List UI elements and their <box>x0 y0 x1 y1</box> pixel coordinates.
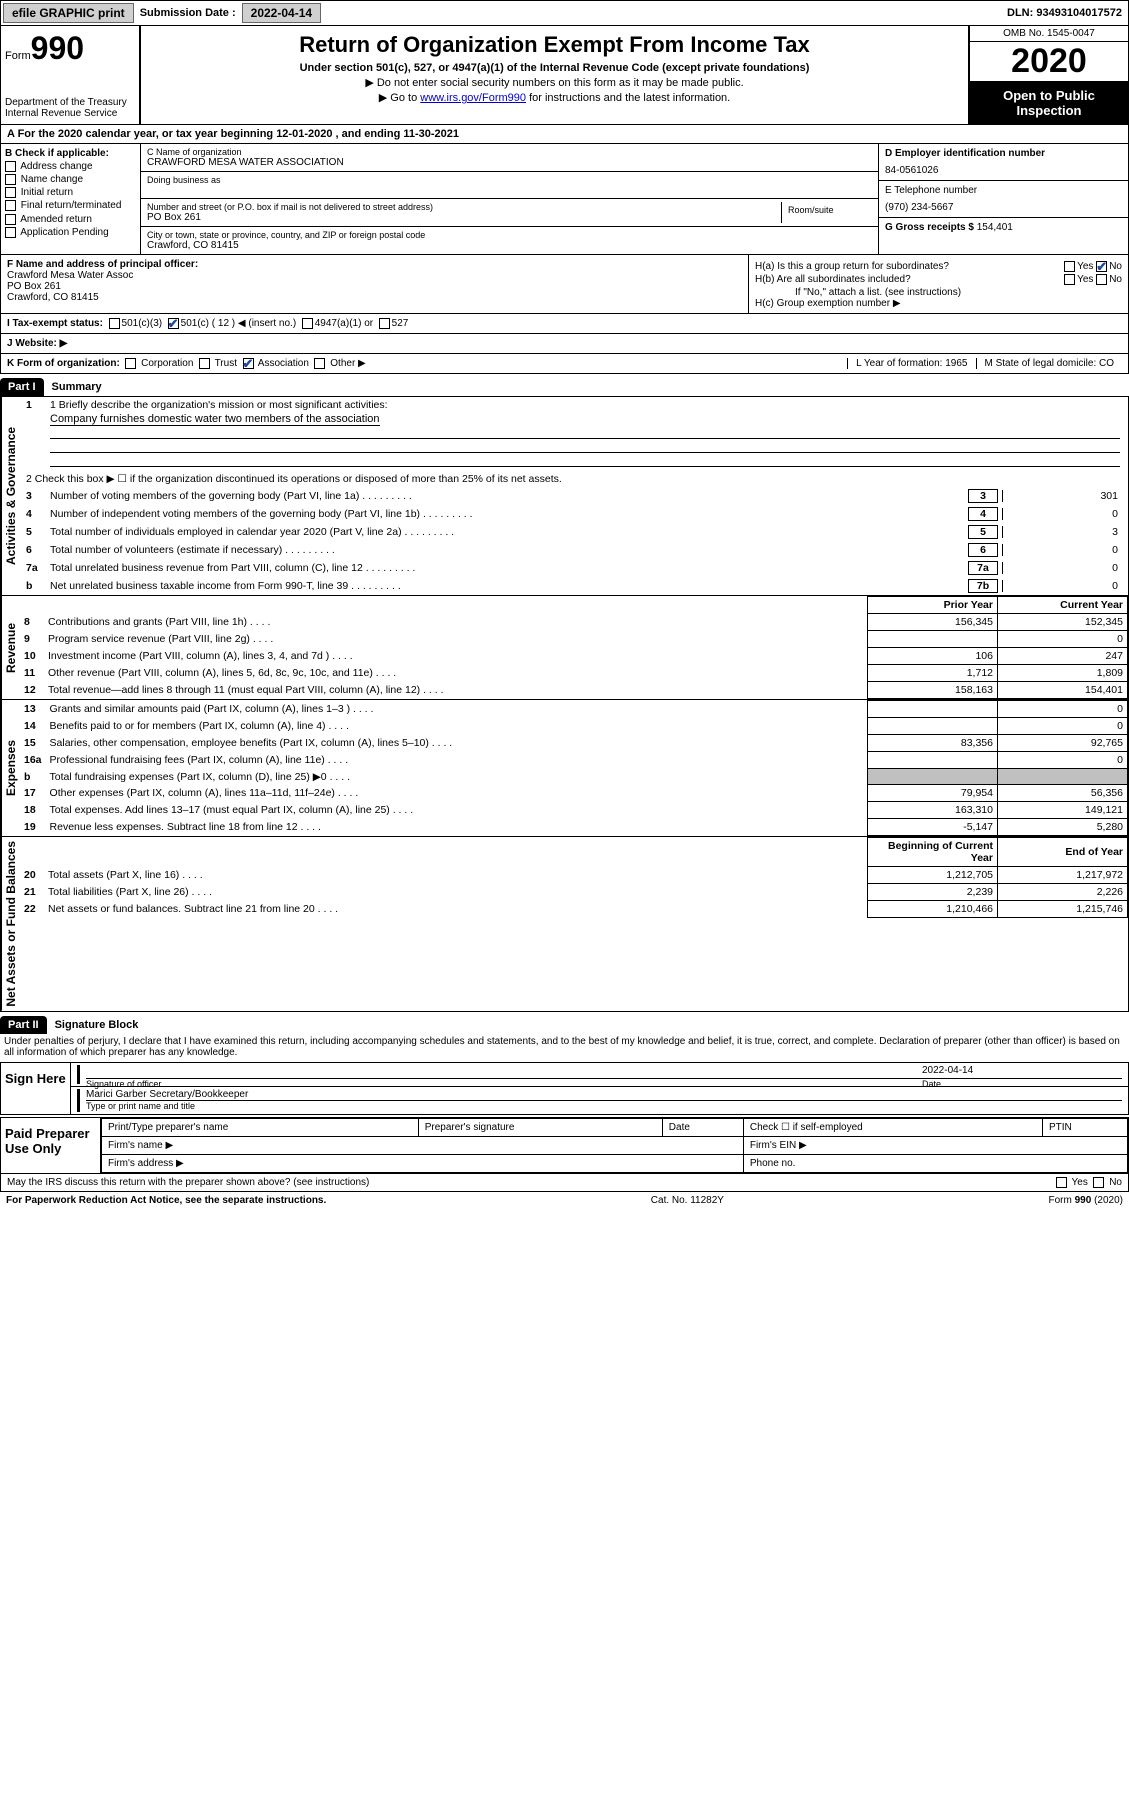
row-k-form-org: K Form of organization: Corporation Trus… <box>0 354 1129 374</box>
org-name: CRAWFORD MESA WATER ASSOCIATION <box>147 157 872 168</box>
signature-block: Sign Here Signature of officer 2022-04-1… <box>0 1062 1129 1115</box>
inspection-notice: Open to Public Inspection <box>970 82 1128 124</box>
state-domicile: M State of legal domicile: CO <box>976 358 1123 369</box>
submission-label: Submission Date : <box>136 7 240 19</box>
line2: 2 Check this box ▶ ☐ if the organization… <box>20 471 1128 487</box>
mission-text: Company furnishes domestic water two mem… <box>50 413 380 426</box>
assoc-checkbox[interactable] <box>243 358 254 369</box>
note1: ▶ Do not enter social security numbers o… <box>147 76 962 89</box>
top-bar: efile GRAPHIC print Submission Date : 20… <box>0 0 1129 26</box>
hb-yes-checkbox[interactable] <box>1064 274 1075 285</box>
gov-line-b: bNet unrelated business taxable income f… <box>20 577 1128 595</box>
fin-row-20: 20Total assets (Part X, line 16) . . . .… <box>20 867 1128 884</box>
fin-row-17: 17Other expenses (Part IX, column (A), l… <box>20 785 1128 802</box>
column-d-ein: D Employer identification number84-05610… <box>878 144 1128 254</box>
discuss-yes-checkbox[interactable] <box>1056 1177 1067 1188</box>
amended-checkbox[interactable] <box>5 214 16 225</box>
irs-link[interactable]: www.irs.gov/Form990 <box>420 92 526 104</box>
fin-row-12: 12Total revenue—add lines 8 through 11 (… <box>20 682 1128 699</box>
section-bc: B Check if applicable: Address change Na… <box>0 144 1129 255</box>
fin-row-19: 19Revenue less expenses. Subtract line 1… <box>20 819 1128 836</box>
note2: ▶ Go to www.irs.gov/Form990 for instruct… <box>147 91 962 104</box>
phone-value: (970) 234-5667 <box>885 202 1122 213</box>
corp-checkbox[interactable] <box>125 358 136 369</box>
year-formation: L Year of formation: 1965 <box>847 358 975 369</box>
footer-discuss: May the IRS discuss this return with the… <box>0 1174 1129 1192</box>
side-netassets: Net Assets or Fund Balances <box>1 837 20 1011</box>
column-b-checkboxes: B Check if applicable: Address change Na… <box>1 144 141 254</box>
name-change-checkbox[interactable] <box>5 174 16 185</box>
row-i-tax-status: I Tax-exempt status: 501(c)(3) 501(c) ( … <box>0 314 1129 334</box>
fin-row-14: 14Benefits paid to or for members (Part … <box>20 718 1128 735</box>
form-label: Form <box>5 50 31 62</box>
527-checkbox[interactable] <box>379 318 390 329</box>
officer-name: Crawford Mesa Water Assoc <box>7 270 133 281</box>
column-c-org-info: C Name of organizationCRAWFORD MESA WATE… <box>141 144 878 254</box>
501c-checkbox[interactable] <box>168 318 179 329</box>
part1-header: Part I <box>0 378 44 396</box>
pending-checkbox[interactable] <box>5 227 16 238</box>
fin-row-21: 21Total liabilities (Part X, line 26) . … <box>20 884 1128 901</box>
fin-row-13: 13Grants and similar amounts paid (Part … <box>20 701 1128 718</box>
org-address: PO Box 261 <box>147 212 781 223</box>
declaration: Under penalties of perjury, I declare th… <box>0 1034 1129 1060</box>
subtitle: Under section 501(c), 527, or 4947(a)(1)… <box>147 62 962 74</box>
section-fh: F Name and address of principal officer:… <box>0 255 1129 314</box>
officer-print-name: Marici Garber Secretary/Bookkeeper <box>86 1089 1122 1101</box>
side-revenue: Revenue <box>1 596 20 699</box>
4947-checkbox[interactable] <box>302 318 313 329</box>
addr-change-checkbox[interactable] <box>5 161 16 172</box>
form-title: Return of Organization Exempt From Incom… <box>147 32 962 58</box>
side-expenses: Expenses <box>1 700 20 836</box>
ein-value: 84-0561026 <box>885 165 1122 176</box>
fin-row-8: 8Contributions and grants (Part VIII, li… <box>20 614 1128 631</box>
footer-last: For Paperwork Reduction Act Notice, see … <box>0 1192 1129 1209</box>
initial-return-checkbox[interactable] <box>5 187 16 198</box>
gross-receipts: 154,401 <box>977 222 1013 233</box>
ha-yes-checkbox[interactable] <box>1064 261 1075 272</box>
fin-row-15: 15Salaries, other compensation, employee… <box>20 735 1128 752</box>
part1-title: Summary <box>44 381 102 393</box>
side-governance: Activities & Governance <box>1 397 20 595</box>
fin-row-10: 10Investment income (Part VIII, column (… <box>20 648 1128 665</box>
fin-row-22: 22Net assets or fund balances. Subtract … <box>20 901 1128 918</box>
fin-row-11: 11Other revenue (Part VIII, column (A), … <box>20 665 1128 682</box>
form-number: 990 <box>31 30 84 66</box>
hb-no-checkbox[interactable] <box>1096 274 1107 285</box>
gov-line-3: 3Number of voting members of the governi… <box>20 487 1128 505</box>
fin-row-16a: 16aProfessional fundraising fees (Part I… <box>20 752 1128 769</box>
gov-line-4: 4Number of independent voting members of… <box>20 505 1128 523</box>
fin-row-b: bTotal fundraising expenses (Part IX, co… <box>20 769 1128 785</box>
501c3-checkbox[interactable] <box>109 318 120 329</box>
sig-date: 2022-04-14 <box>922 1065 1122 1079</box>
row-j-website: J Website: ▶ <box>0 334 1129 354</box>
department: Department of the Treasury Internal Reve… <box>5 97 135 119</box>
gov-line-5: 5Total number of individuals employed in… <box>20 523 1128 541</box>
efile-button[interactable]: efile GRAPHIC print <box>3 3 134 23</box>
other-checkbox[interactable] <box>314 358 325 369</box>
row-a-tax-year: A For the 2020 calendar year, or tax yea… <box>0 125 1129 144</box>
part1-box: Activities & Governance 11 Briefly descr… <box>0 396 1129 1012</box>
gov-line-7a: 7aTotal unrelated business revenue from … <box>20 559 1128 577</box>
dln: DLN: 93493104017572 <box>1007 7 1128 19</box>
ha-no-checkbox[interactable] <box>1096 261 1107 272</box>
paid-prep-label: Paid Preparer Use Only <box>1 1118 101 1173</box>
org-city: Crawford, CO 81415 <box>147 240 872 251</box>
form-header: Form990 Department of the Treasury Inter… <box>0 26 1129 125</box>
fin-row-18: 18Total expenses. Add lines 13–17 (must … <box>20 802 1128 819</box>
omb-number: OMB No. 1545-0047 <box>970 26 1128 42</box>
sign-here-label: Sign Here <box>1 1063 71 1114</box>
gov-line-6: 6Total number of volunteers (estimate if… <box>20 541 1128 559</box>
fin-row-9: 9Program service revenue (Part VIII, lin… <box>20 631 1128 648</box>
trust-checkbox[interactable] <box>199 358 210 369</box>
final-return-checkbox[interactable] <box>5 200 16 211</box>
discuss-no-checkbox[interactable] <box>1093 1177 1104 1188</box>
part2-title: Signature Block <box>47 1019 139 1031</box>
paid-preparer-block: Paid Preparer Use Only Print/Type prepar… <box>0 1117 1129 1174</box>
submission-date-button[interactable]: 2022-04-14 <box>242 3 321 23</box>
part2-header: Part II <box>0 1016 47 1034</box>
tax-year: 2020 <box>970 42 1128 82</box>
